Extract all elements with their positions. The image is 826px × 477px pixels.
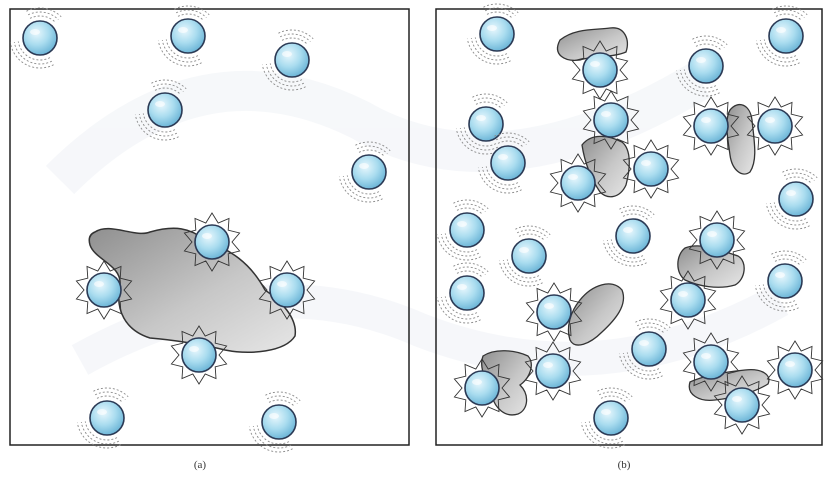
- dashed-arc-icon: [9, 7, 62, 69]
- dashed-arc-icon: [755, 5, 808, 67]
- cluster: [88, 227, 296, 353]
- sphere-icon: [468, 106, 504, 142]
- sphere-icon: [693, 344, 729, 380]
- sphere-icon: [699, 222, 735, 258]
- panel-a-caption: (a): [194, 459, 207, 471]
- dashed-arc-icon: [338, 141, 391, 203]
- sphere-icon: [778, 181, 814, 217]
- panel-b-caption: (b): [618, 459, 631, 471]
- cluster: [726, 103, 756, 175]
- star-spike-icon: [453, 358, 511, 418]
- star-spike-icon: [170, 325, 228, 385]
- sphere-icon: [351, 154, 387, 190]
- dashed-arc-icon: [157, 5, 210, 67]
- dashed-arc-icon: [498, 225, 551, 287]
- sphere-icon: [535, 353, 571, 389]
- dashed-arc-icon: [76, 387, 129, 449]
- dashed-arc-icon: [436, 262, 489, 324]
- sphere-icon: [593, 102, 629, 138]
- star-spike-icon: [682, 96, 740, 156]
- dashed-arc-icon: [765, 168, 818, 230]
- sphere-icon: [777, 352, 813, 388]
- sphere-icon: [688, 48, 724, 84]
- panel-a-frame: [9, 8, 410, 446]
- sphere-icon: [479, 16, 515, 52]
- sphere-icon: [170, 18, 206, 54]
- star-spike-icon: [75, 260, 133, 320]
- star-spike-icon: [582, 90, 640, 150]
- sphere-icon: [724, 387, 760, 423]
- sphere-icon: [269, 272, 305, 308]
- dashed-arc-icon: [477, 132, 530, 194]
- sphere-icon: [511, 238, 547, 274]
- sphere-icon: [181, 337, 217, 373]
- star-spike-icon: [258, 260, 316, 320]
- dashed-arc-icon: [602, 205, 655, 267]
- sphere-icon: [274, 42, 310, 78]
- sphere-icon: [560, 165, 596, 201]
- sphere-icon: [261, 404, 297, 440]
- star-spike-icon: [713, 375, 771, 435]
- sphere-icon: [449, 275, 485, 311]
- sphere-icon: [89, 400, 125, 436]
- dashed-arc-icon: [466, 3, 519, 65]
- sphere-icon: [449, 212, 485, 248]
- star-spike-icon: [549, 153, 607, 213]
- sphere-icon: [147, 92, 183, 128]
- star-spike-icon: [746, 96, 804, 156]
- sphere-icon: [86, 272, 122, 308]
- sphere-icon: [693, 108, 729, 144]
- sphere-icon: [757, 108, 793, 144]
- star-spike-icon: [766, 340, 824, 400]
- cluster: [556, 27, 628, 61]
- star-spike-icon: [525, 282, 583, 342]
- sphere-icon: [670, 282, 706, 318]
- dashed-arc-icon: [455, 93, 508, 155]
- dashed-arc-icon: [618, 318, 671, 380]
- sphere-icon: [767, 263, 803, 299]
- panel-b-frame: [435, 8, 823, 446]
- star-spike-icon: [524, 341, 582, 401]
- free-particles: [9, 3, 818, 453]
- star-spike-icon: [659, 270, 717, 330]
- dashed-arc-icon: [580, 387, 633, 449]
- star-spike-icon: [183, 212, 241, 272]
- dashed-arc-icon: [436, 199, 489, 261]
- dashed-arc-icon: [675, 35, 728, 97]
- sphere-icon: [536, 294, 572, 330]
- star-spike-icon: [682, 332, 740, 392]
- dashed-arc-icon: [261, 29, 314, 91]
- sphere-icon: [633, 151, 669, 187]
- star-spike-icon: [688, 210, 746, 270]
- sphere-icon: [490, 145, 526, 181]
- dashed-arc-icon: [754, 250, 807, 312]
- sphere-icon: [615, 218, 651, 254]
- cluster: [567, 283, 625, 346]
- dashed-arc-icon: [134, 79, 187, 141]
- star-spike-icon: [622, 139, 680, 199]
- sphere-icon: [194, 224, 230, 260]
- sphere-icon: [464, 370, 500, 406]
- sphere-icon: [582, 52, 618, 88]
- attached-particles: [75, 40, 824, 435]
- dashed-arc-icon: [248, 391, 301, 453]
- sphere-icon: [22, 20, 58, 56]
- sphere-icon: [768, 18, 804, 54]
- sphere-icon: [593, 400, 629, 436]
- sphere-icon: [631, 331, 667, 367]
